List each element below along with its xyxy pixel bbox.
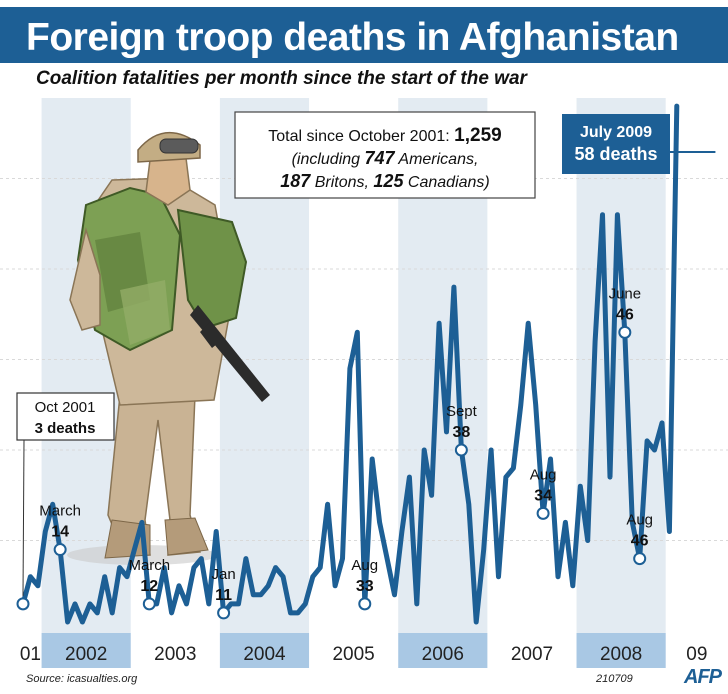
annotation-oct-2001-0: Oct 2001 — [35, 399, 96, 416]
annotation-aug-83: Aug — [626, 512, 653, 529]
agency-logo: AFP — [684, 666, 722, 688]
totals-box-frame — [234, 111, 536, 199]
annotation-march-17: March — [128, 557, 170, 574]
source-note: Source: icasualties.org — [26, 673, 138, 685]
year-label-2006: 2006 — [422, 644, 464, 665]
year-band-2008 — [576, 98, 666, 633]
year-axis-labels: 01 2002 2003 2004 2005 2006 2007 2008 09 — [20, 644, 708, 665]
soldier-illustration — [67, 131, 270, 565]
highlight-point — [536, 506, 550, 520]
annotation-march-17: 12 — [140, 578, 158, 595]
annotation-july-2009-94: 58 deaths — [574, 144, 657, 164]
year-label-09: 09 — [686, 644, 707, 665]
annotation-july-2009-94: July 2009 — [580, 124, 652, 141]
chart-subtitle: Coalition fatalities per month since the… — [36, 68, 527, 89]
year-label-2004: 2004 — [243, 644, 286, 665]
totals-box: Total since October 2001: 1,259(includin… — [234, 111, 536, 199]
highlight-point — [633, 552, 647, 566]
graphic-code: 210709 — [596, 673, 633, 685]
highlight-point — [618, 325, 632, 339]
annotation-sept-59: 38 — [452, 424, 470, 441]
totals-line-2: (including 747 Americans, — [292, 148, 479, 168]
chart-area: Total since October 2001: 1,259(includin… — [0, 98, 728, 668]
annotation-box-peak — [562, 114, 670, 174]
annotation-aug-83: 46 — [631, 533, 649, 550]
annotation-aug-46: Aug — [351, 557, 378, 574]
highlight-point — [358, 597, 372, 611]
totals-line-3: 187 Britons, 125 Canadians) — [280, 171, 490, 191]
highlight-point — [53, 543, 67, 557]
annotation-march-5: March — [39, 503, 81, 520]
year-band-label-bg-2002 — [41, 633, 131, 668]
annotation-box-start — [16, 392, 115, 441]
totals-line-1: Total since October 2001: 1,259 — [268, 125, 501, 146]
fatalities-line — [20, 103, 680, 625]
highlight-point — [454, 443, 468, 457]
highlight-point — [16, 597, 30, 611]
annotation-jan-27: Jan — [212, 566, 236, 583]
year-label-2007: 2007 — [511, 644, 553, 665]
highlighted-points — [16, 325, 647, 620]
annotation-aug-70: Aug — [530, 466, 557, 483]
year-label-2005: 2005 — [332, 644, 374, 665]
chart-title: Foreign troop deaths in Afghanistan — [26, 16, 679, 59]
year-label-2002: 2002 — [65, 644, 107, 665]
annotation-june-81: 46 — [616, 306, 634, 323]
series-line — [20, 103, 680, 625]
annotation-june-81: June — [609, 285, 642, 302]
annotation-aug-70: 34 — [534, 487, 552, 504]
year-band-label-bg-2004 — [219, 633, 310, 668]
highlight-point — [217, 606, 231, 620]
annotation-aug-46: 33 — [356, 578, 374, 595]
year-band-label-bg-2006 — [398, 633, 488, 668]
title-bar: Foreign troop deaths in Afghanistan — [0, 7, 728, 63]
annotations: Oct 2001 3 deaths March 14 March 12 Jan 11 Aug 33… — [16, 114, 716, 604]
year-label-2008: 2008 — [600, 644, 642, 665]
annotation-sept-59: Sept — [446, 403, 478, 420]
annotation-march-5: 14 — [51, 524, 69, 541]
year-label-2003: 2003 — [154, 644, 196, 665]
annotation-jan-27: 11 — [215, 587, 232, 604]
highlight-point — [142, 597, 156, 611]
annotation-oct-2001-0: 3 deaths — [35, 420, 96, 437]
year-label-01: 01 — [20, 644, 41, 665]
year-band-label-bg-2008 — [576, 633, 666, 668]
